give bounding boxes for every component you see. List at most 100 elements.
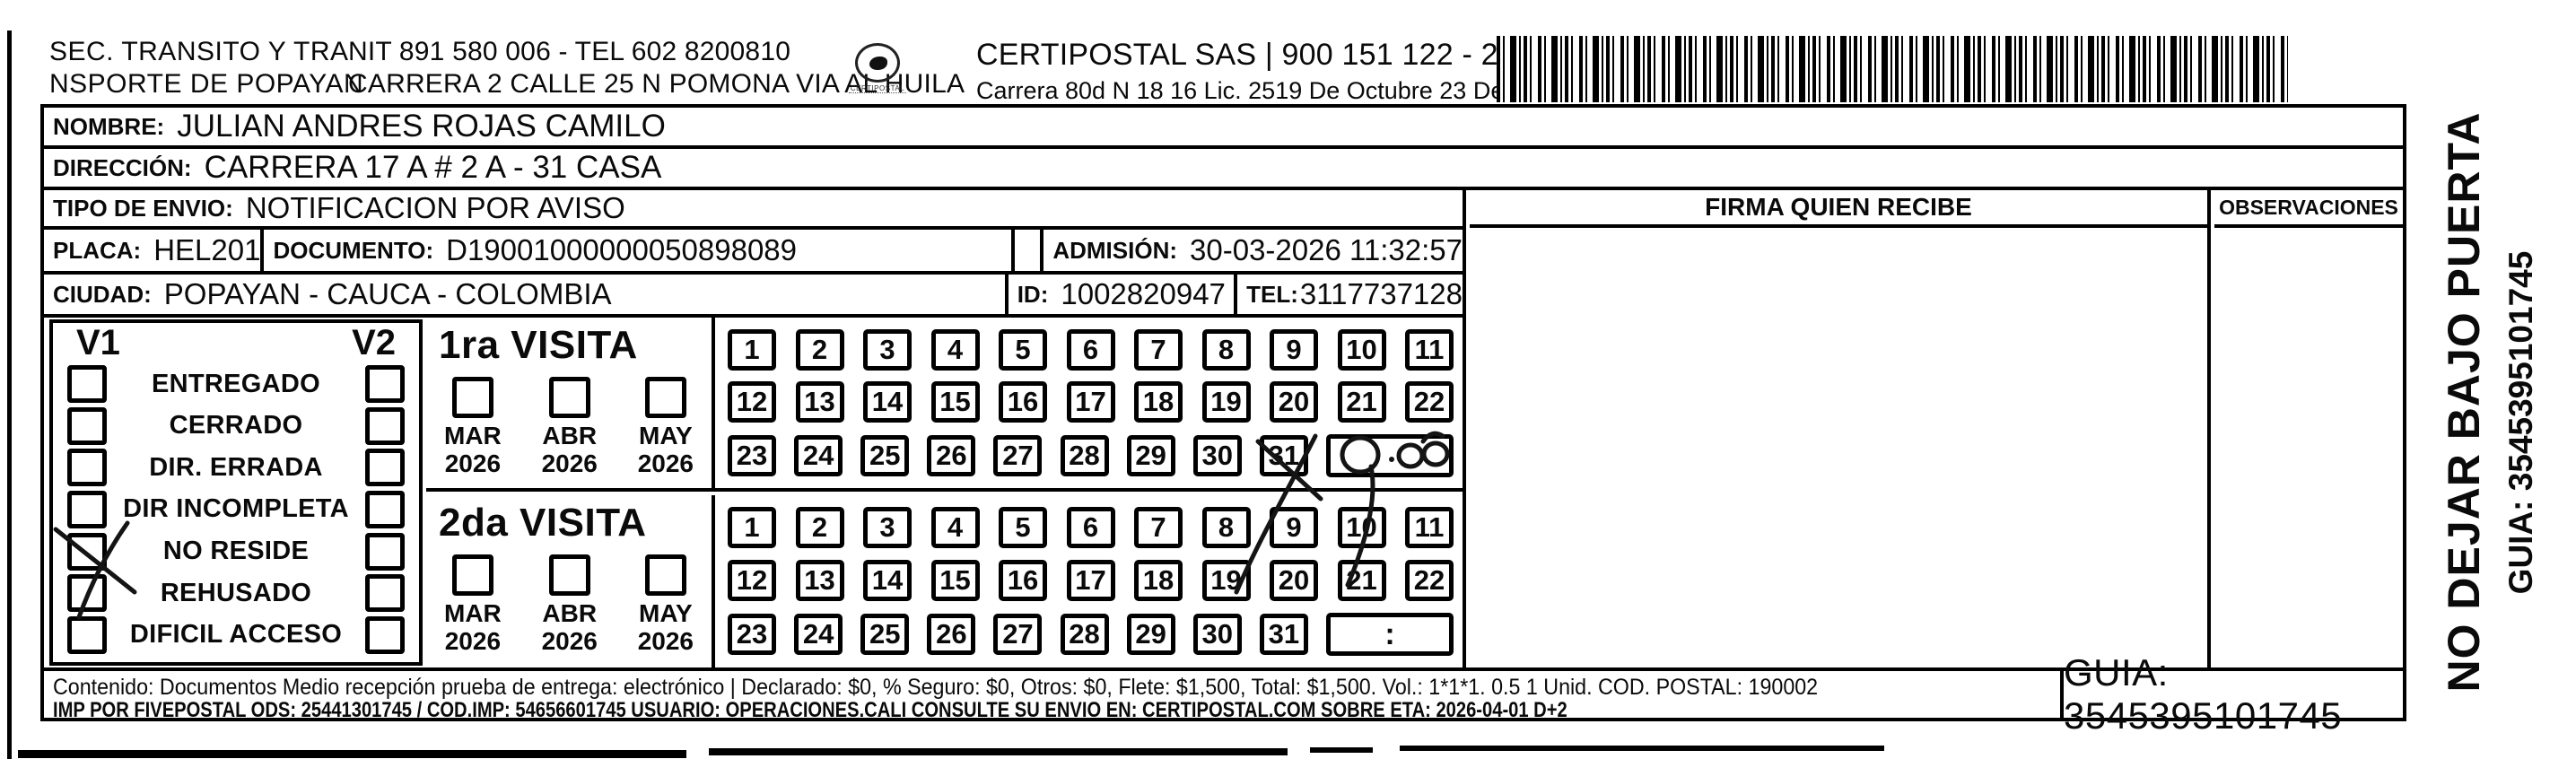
checklist-row-dir-errada: DIR. ERRADA <box>53 448 419 487</box>
documento-value: D19001000000050898089 <box>446 233 798 266</box>
month-name: MAY <box>639 599 693 627</box>
id-value: 1002820947 <box>1061 277 1226 310</box>
month-option-may: MAY 2026 <box>638 554 694 655</box>
id-cell: ID: 1002820947 <box>1009 275 1238 314</box>
admision-cell: ADMISIÓN: 30-03-2026 11:32:57 <box>1040 230 1463 271</box>
day-cell-31: 31 <box>1259 614 1308 655</box>
checklist-label: NO RESIDE <box>162 537 310 566</box>
day-cell-25: 25 <box>860 614 910 655</box>
checklist-label: DIR. ERRADA <box>149 452 323 482</box>
admision-value: 30-03-2026 11:32:57 <box>1190 233 1463 266</box>
checklist-row-no-reside: NO RESIDE <box>53 532 419 571</box>
day-cell-15: 15 <box>930 381 980 423</box>
day-cell-11: 11 <box>1405 328 1454 371</box>
month-year: 2026 <box>444 627 502 655</box>
scan-artifact <box>1400 746 1884 751</box>
checklist-header: V1 V2 <box>53 323 419 362</box>
scan-artifact <box>1310 747 1373 753</box>
month-name: MAR <box>444 422 502 449</box>
form-body-left: TIPO DE ENVIO: NOTIFICACION POR AVISO PL… <box>44 190 1466 667</box>
delivery-form-table: NOMBRE: JULIAN ANDRES ROJAS CAMILO DIREC… <box>40 104 2406 737</box>
checkbox-v2-dificil-acceso <box>365 615 405 654</box>
day-cell-27: 27 <box>993 434 1043 476</box>
placa-value: HEL201 <box>153 233 261 266</box>
day-cell-19: 19 <box>1201 381 1251 423</box>
side-note-guia: GUIA: 3545395101745 <box>2502 250 2539 595</box>
month-name: MAR <box>444 599 502 627</box>
day-cell-5: 5 <box>999 328 1047 371</box>
day-cell-6: 6 <box>1066 507 1115 548</box>
day-cell-12: 12 <box>728 560 776 601</box>
month-name: MAY <box>639 422 693 449</box>
observaciones-column: OBSERVACIONES <box>2214 190 2403 667</box>
sender-nit-tel: NIT 891 580 006 - TEL 602 8200810 <box>348 37 791 66</box>
day-cell-13: 13 <box>795 560 844 601</box>
checkbox-v1-entregado <box>67 365 107 403</box>
day-cell-16: 16 <box>999 381 1047 423</box>
day-row: 23 24 25 26 27 28 29 30 31: <box>728 613 1454 656</box>
day-cell-21: 21 <box>1337 560 1386 601</box>
footer-contenido-line: Contenido: Documentos Medio recepción pr… <box>53 675 1819 700</box>
day-cell-19: 19 <box>1201 560 1251 601</box>
day-cell-14: 14 <box>863 381 912 423</box>
sender-line1: SEC. TRANSITO Y TRA <box>49 37 349 66</box>
day-cell-8: 8 <box>1201 507 1251 548</box>
day-cell-20: 20 <box>1270 560 1318 601</box>
guia-number-box: GUIA: 3545395101745 <box>2060 651 2403 737</box>
documento-label: DOCUMENTO: <box>273 236 434 264</box>
checklist-row-entregado: ENTREGADO <box>53 364 419 404</box>
v1-column-header: V1 <box>76 322 120 362</box>
sender-name: SEC. TRANSITO Y TRA NSPORTE DE POPAYAN <box>49 36 363 100</box>
month-columns: MAR 2026 ABR 2026 MAY 2026 <box>426 554 712 655</box>
checklist-row-dir-incompleta: DIR INCOMPLETA <box>53 490 419 529</box>
placa-documento-row: PLACA: HEL201 DOCUMENTO: D19001000000050… <box>44 230 1463 275</box>
day-row: 23 24 25 26 27 28 29 30 31 <box>728 433 1454 477</box>
observaciones-header: OBSERVACIONES <box>2214 190 2403 228</box>
day-cell-22: 22 <box>1405 560 1454 601</box>
checkbox-v1-dificil-acceso <box>67 615 107 654</box>
month-checkbox-mar <box>451 377 493 418</box>
day-cell-25: 25 <box>860 434 910 476</box>
tel-label: TEL: <box>1246 280 1298 308</box>
day-cell-2: 2 <box>795 328 844 371</box>
checklist-label: CERRADO <box>169 411 303 441</box>
month-checkbox-abr <box>548 554 590 596</box>
day-grid: 1 2 3 4 5 6 7 8 9 10 11 12 13 14 15 16 17 18 19 20 21 22 23 24 2… <box>719 495 1463 667</box>
scan-artifact <box>18 750 686 758</box>
company-subtitle: Carrera 80d N 18 16 Lic. 2519 De Octubre… <box>976 77 1565 104</box>
month-checkbox-abr <box>548 377 590 418</box>
checkbox-v2-no-reside <box>365 532 405 571</box>
day-grid: 1 2 3 4 5 6 7 8 9 10 11 12 13 14 15 16 17 18 19 20 21 22 23 24 2… <box>719 318 1463 488</box>
direccion-label: DIRECCIÓN: <box>53 153 192 181</box>
day-cell-10: 10 <box>1337 328 1386 371</box>
form-footer: Contenido: Documentos Medio recepción pr… <box>44 651 2403 737</box>
checkbox-v1-dir-incompleta <box>67 490 107 528</box>
day-cell-2: 2 <box>795 507 844 548</box>
day-cell-9: 9 <box>1270 507 1318 548</box>
day-cell-30: 30 <box>1192 614 1242 655</box>
checkbox-v1-cerrado <box>67 406 107 445</box>
checkbox-v2-cerrado <box>365 406 405 445</box>
checkbox-v2-entregado <box>365 365 405 403</box>
scan-edge-line <box>7 31 12 759</box>
tel-cell: TEL: 3117737128 <box>1237 275 1463 314</box>
tel-value: 3117737128 <box>1299 277 1463 310</box>
day-cell-3: 3 <box>863 507 912 548</box>
day-cell-26: 26 <box>927 614 976 655</box>
checkbox-v1-dir-errada <box>67 449 107 487</box>
month-option-may: MAY 2026 <box>638 377 694 477</box>
month-year: 2026 <box>637 449 694 477</box>
tipo-envio-row: TIPO DE ENVIO: NOTIFICACION POR AVISO <box>44 190 1463 230</box>
side-note-no-dejar: NO DEJAR BAJO PUERTA <box>2439 111 2489 693</box>
month-option-abr: ABR 2026 <box>542 554 598 655</box>
day-cell-27: 27 <box>993 614 1043 655</box>
ciudad-id-tel-row: CIUDAD: POPAYAN - CAUCA - COLOMBIA ID: 1… <box>44 275 1463 318</box>
checklist-label: DIFICIL ACCESO <box>129 620 343 650</box>
day-cell-10: 10 <box>1337 507 1386 548</box>
day-cell-24: 24 <box>794 434 843 476</box>
day-cell-29: 29 <box>1126 434 1175 476</box>
day-cell-12: 12 <box>728 381 776 423</box>
placa-cell: PLACA: HEL201 <box>44 230 265 271</box>
